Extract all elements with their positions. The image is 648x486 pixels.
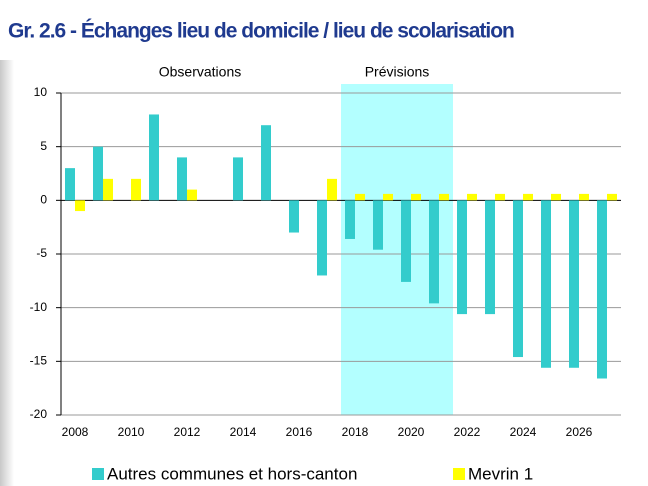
y-tick-label: -20 [30, 407, 48, 421]
bar [327, 178, 337, 201]
bar [467, 193, 477, 201]
x-tick-label: 2024 [510, 425, 537, 439]
bar [513, 200, 523, 358]
x-tick-label: 2010 [118, 425, 145, 439]
bar [149, 114, 159, 201]
bar [383, 193, 393, 201]
chart-title: Gr. 2.6 - Échanges lieu de domicile / li… [8, 20, 514, 43]
bar [607, 193, 617, 201]
annotation: Prévisions [365, 64, 430, 80]
y-tick-label: 5 [40, 139, 47, 153]
bar [355, 193, 365, 201]
x-tick-label: 2014 [230, 425, 257, 439]
bar [65, 168, 75, 201]
legend-swatch [453, 468, 465, 480]
bar [187, 189, 197, 201]
x-tick-label: 2012 [174, 425, 201, 439]
y-tick-label: 0 [40, 193, 47, 207]
bar [373, 200, 383, 250]
y-tick-label: 10 [34, 85, 48, 99]
bar [93, 146, 103, 201]
y-tick-label: -10 [30, 300, 48, 314]
bar [523, 193, 533, 201]
bar [75, 200, 85, 212]
x-tick-label: 2026 [566, 425, 593, 439]
legend-swatch [92, 468, 104, 480]
bar [345, 200, 355, 239]
bar [569, 200, 579, 368]
bar [177, 157, 187, 201]
x-tick-label: 2008 [62, 425, 89, 439]
bar [261, 125, 271, 201]
bar [411, 193, 421, 201]
bar [317, 200, 327, 276]
bar [551, 193, 561, 201]
bar [429, 200, 439, 304]
bar [439, 193, 449, 201]
edge-shade [0, 60, 14, 486]
bar [131, 178, 141, 201]
x-tick-label: 2022 [454, 425, 481, 439]
bar [495, 193, 505, 201]
bar [289, 200, 299, 233]
legend-label: Autres communes et hors-canton [107, 464, 357, 483]
bar [485, 200, 495, 315]
annotation: Observations [159, 64, 241, 80]
x-tick-label: 2018 [342, 425, 369, 439]
y-tick-label: -15 [30, 354, 48, 368]
y-tick-label: -5 [36, 246, 47, 260]
x-tick-label: 2016 [286, 425, 313, 439]
legend-label: Mevrin 1 [468, 464, 533, 483]
bar [597, 200, 607, 379]
bar [541, 200, 551, 368]
bar [103, 178, 113, 201]
bar [457, 200, 467, 315]
bar [579, 193, 589, 201]
bar [401, 200, 411, 282]
bar [233, 157, 243, 201]
x-tick-label: 2020 [398, 425, 425, 439]
